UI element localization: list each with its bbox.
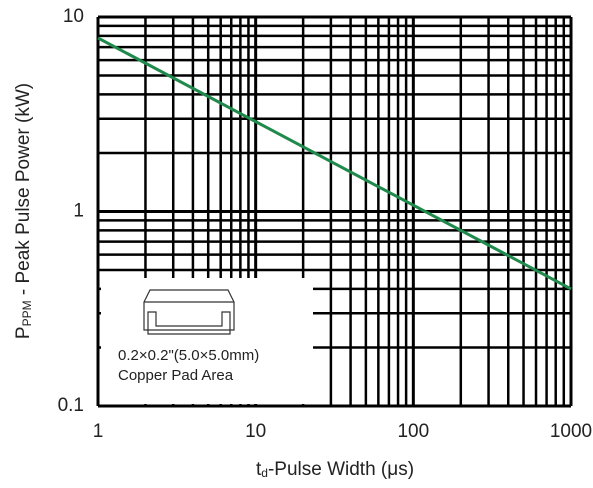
y-tick-label: 10	[63, 6, 84, 27]
y-axis-label: PPPM - Peak Pulse Power (kW)	[13, 83, 34, 339]
inset: 0.2×0.2"(5.0×5.0mm) Copper Pad Area	[101, 278, 313, 404]
inset-box	[101, 278, 313, 404]
y-label-rest: - Peak Pulse Power (kW)	[13, 83, 34, 301]
x-tick-label: 100	[397, 421, 429, 442]
x-tick-label: 1	[93, 421, 104, 442]
y-label-sub: PPM	[20, 300, 34, 326]
annotation: 0.2×0.2"(5.0×5.0mm)	[118, 347, 259, 364]
x-label-main: t	[256, 459, 262, 480]
series-line	[97, 36, 572, 291]
annotation: Copper Pad Area	[118, 367, 234, 384]
x-label-sub: d	[261, 466, 268, 480]
x-tick-label: 1000	[550, 421, 592, 442]
package-icon	[143, 289, 235, 335]
y-tick-label: 1	[73, 201, 84, 222]
x-tick-label: 10	[245, 421, 266, 442]
x-axis-label: td-Pulse Width (μs)	[256, 459, 414, 480]
x-label-rest: -Pulse Width (μs)	[268, 459, 414, 480]
y-tick-label: 0.1	[58, 395, 84, 416]
grid	[96, 15, 573, 408]
y-label-main: P	[13, 326, 34, 339]
